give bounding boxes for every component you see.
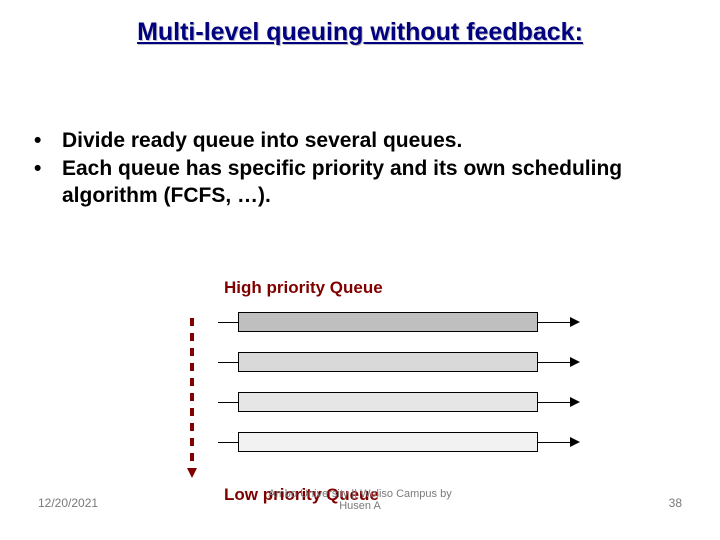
bullet-marker: •	[34, 156, 62, 182]
high-priority-label: High priority Queue	[224, 278, 383, 298]
queue-arrow-head-icon	[570, 397, 580, 407]
queue-bar	[238, 432, 538, 452]
priority-arrow-dash	[190, 333, 194, 341]
queue-row	[238, 432, 548, 452]
priority-arrow-dash	[190, 363, 194, 371]
bullet-item: • Divide ready queue into several queues…	[34, 128, 690, 154]
page-number: 38	[669, 496, 682, 510]
bullet-text: Divide ready queue into several queues.	[62, 128, 462, 154]
priority-arrow-dash	[190, 408, 194, 416]
footer-line2: Husen A	[339, 500, 381, 512]
priority-arrow-dash	[190, 378, 194, 386]
bullet-list: • Divide ready queue into several queues…	[34, 128, 690, 209]
footer-attribution: Ambo University || Woliso Campus by Huse…	[0, 488, 720, 512]
bullet-text: Each queue has specific priority and its…	[62, 156, 690, 209]
priority-arrow-dash	[190, 453, 194, 461]
queue-arrow-head-icon	[570, 437, 580, 447]
queue-row	[238, 312, 548, 332]
queue-bar	[238, 352, 538, 372]
queue-arrow-head-icon	[570, 317, 580, 327]
priority-arrow-dash	[190, 348, 194, 356]
priority-arrow-dash	[190, 318, 194, 326]
queue-bar	[238, 312, 538, 332]
queue-row	[238, 392, 548, 412]
footer-line1: Ambo University || Woliso Campus by	[268, 488, 451, 500]
queue-arrow-head-icon	[570, 357, 580, 367]
bullet-marker: •	[34, 128, 62, 154]
queue-row	[238, 352, 548, 372]
queue-diagram	[238, 312, 548, 472]
priority-arrow-head-icon	[187, 468, 197, 478]
priority-arrow-dash	[190, 438, 194, 446]
priority-arrow-dash	[190, 393, 194, 401]
bullet-item: • Each queue has specific priority and i…	[34, 156, 690, 209]
slide: Multi-level queuing without feedback: • …	[0, 0, 720, 540]
priority-arrow-dash	[190, 423, 194, 431]
page-title: Multi-level queuing without feedback:	[0, 18, 720, 47]
queue-bar	[238, 392, 538, 412]
